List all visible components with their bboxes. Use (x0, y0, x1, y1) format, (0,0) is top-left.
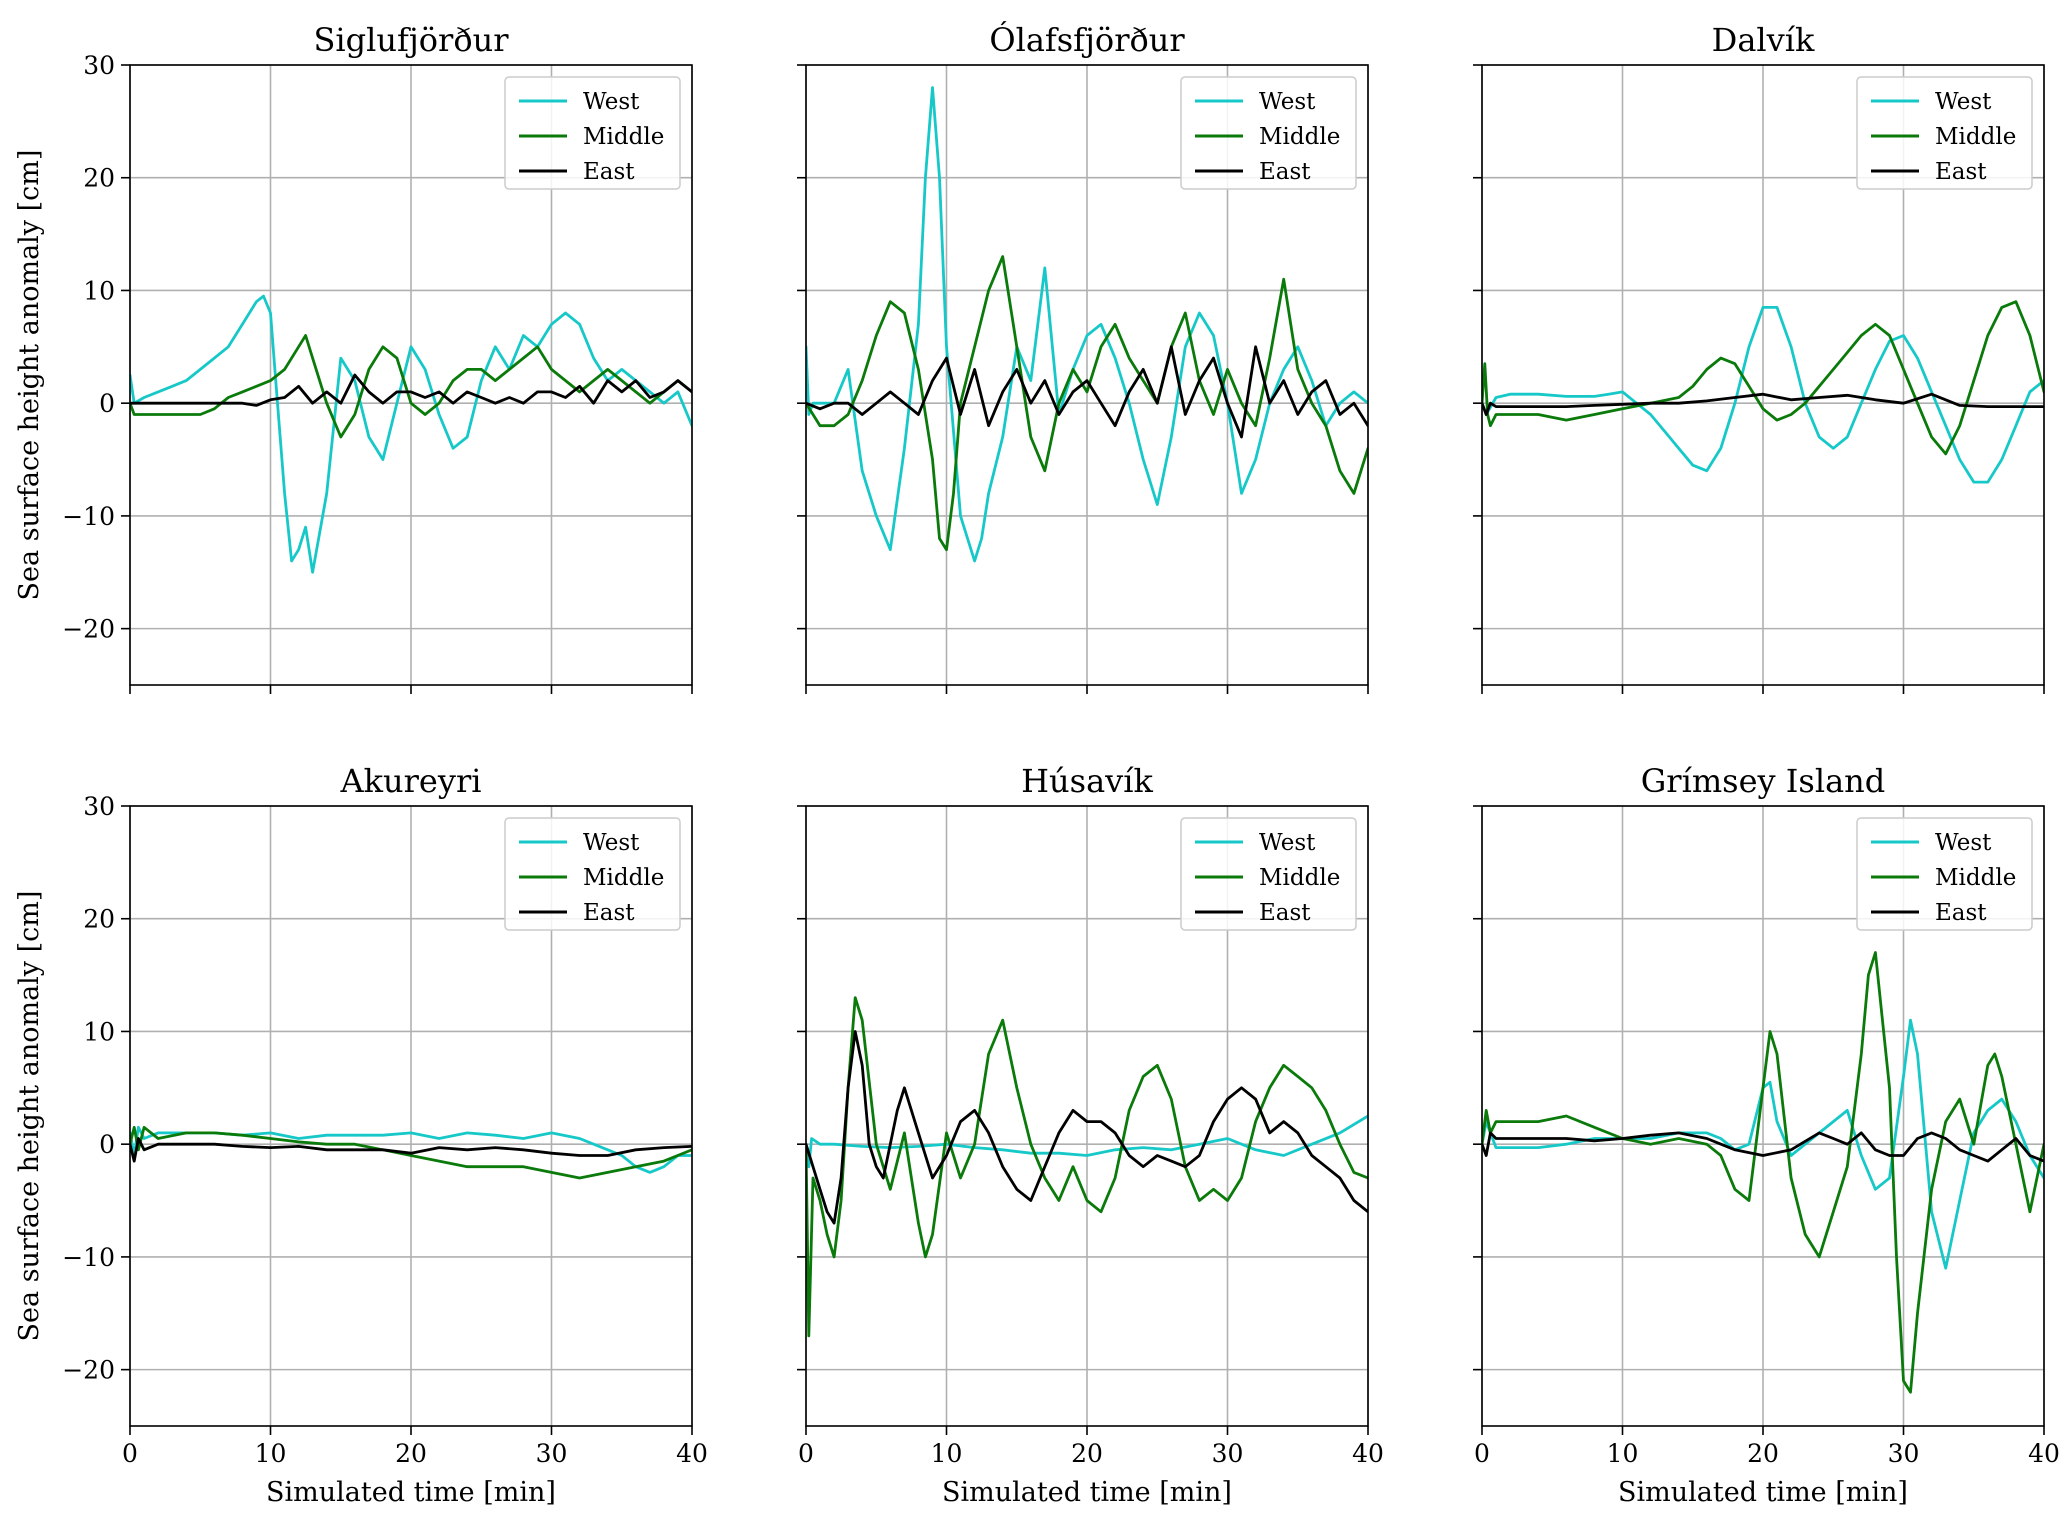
legend-label-west: West (1259, 89, 1316, 115)
series-middle-line (1482, 300, 2044, 456)
legend-label-west: West (1935, 89, 1992, 115)
series-east-line (130, 373, 692, 407)
legend-label-middle: Middle (1935, 124, 2016, 150)
legend: West Middle East (1856, 817, 2033, 931)
panel-title: Siglufjörður (314, 21, 510, 59)
x-tick-label: 10 (1607, 1439, 1639, 1468)
series-east-line (806, 345, 1368, 439)
series-middle-line (1482, 951, 2044, 1394)
panel-dalvik: Dalvík West Middle East (1473, 21, 2045, 694)
series-middle-line (130, 1125, 692, 1180)
series-west-line (1482, 306, 2044, 484)
legend-label-east: East (583, 159, 635, 185)
legend-label-middle: Middle (1935, 865, 2016, 891)
x-tick-label: 0 (798, 1439, 814, 1468)
legend-box (504, 76, 681, 190)
y-axis-label: Sea surface height anomaly [cm] (14, 891, 45, 1342)
legend-label-middle: Middle (583, 124, 664, 150)
legend-box (1856, 76, 2033, 190)
legend: West Middle East (1180, 817, 1357, 931)
legend-label-west: West (1935, 830, 1992, 856)
y-tick-label: 0 (99, 389, 115, 418)
x-tick-label: 40 (1352, 1439, 1384, 1468)
series-west-line (806, 1114, 1368, 1169)
y-tick-label: 30 (83, 792, 115, 821)
panel-akureyri: 0 10 20 30 40 −20 −10 0 10 20 30 Akureyri West Middle… (62, 762, 708, 1468)
panel-title: Grímsey Island (1641, 762, 1886, 800)
x-tick-label: 30 (1212, 1439, 1244, 1468)
legend-label-middle: Middle (583, 865, 664, 891)
legend: West Middle East (1856, 76, 2033, 190)
legend-label-east: East (1935, 159, 1987, 185)
x-tick-label: 20 (1071, 1439, 1103, 1468)
x-tick-label: 10 (931, 1439, 963, 1468)
y-tick-label: −10 (62, 1243, 115, 1272)
legend-label-east: East (1259, 159, 1311, 185)
series-east-line (130, 1137, 692, 1163)
panel-title: Húsavík (1021, 762, 1153, 800)
y-tick-label: −10 (62, 502, 115, 531)
legend: West Middle East (504, 817, 681, 931)
series-middle-line (806, 255, 1368, 552)
x-axis-label: Simulated time [min] (1618, 1477, 1908, 1508)
series-middle-line (130, 334, 692, 439)
y-axis-label: Sea surface height anomaly [cm] (14, 150, 45, 601)
legend-label-west: West (1259, 830, 1316, 856)
x-tick-label: 40 (2028, 1439, 2060, 1468)
legend-label-east: East (1259, 900, 1311, 926)
x-tick-label: 0 (122, 1439, 138, 1468)
x-tick-label: 20 (1747, 1439, 1779, 1468)
legend-label-east: East (1935, 900, 1987, 926)
legend-label-middle: Middle (1259, 124, 1340, 150)
x-tick-label: 40 (676, 1439, 708, 1468)
legend: West Middle East (504, 76, 681, 190)
panel-title: Akureyri (340, 762, 482, 800)
x-tick-label: 0 (1474, 1439, 1490, 1468)
x-axis-label: Simulated time [min] (266, 1477, 556, 1508)
series-west-line (806, 86, 1368, 563)
x-axis-label: Simulated time [min] (942, 1477, 1232, 1508)
series-west-line (1482, 1018, 2044, 1270)
legend-label-west: West (583, 830, 640, 856)
panel-olafsfjor-ur: Ólafsfjörður West Middle East (797, 21, 1369, 694)
x-tick-label: 30 (1888, 1439, 1920, 1468)
legend-box (1856, 817, 2033, 931)
panel-grimsey-island: 0 10 20 30 40 Grímsey Island West Middle East (1473, 762, 2060, 1468)
y-tick-label: −20 (62, 1356, 115, 1385)
series-west-line (130, 294, 692, 574)
x-tick-label: 30 (536, 1439, 568, 1468)
x-tick-label: 20 (395, 1439, 427, 1468)
series-east-line (806, 1030, 1368, 1225)
series-west-line (130, 1125, 692, 1174)
legend: West Middle East (1180, 76, 1357, 190)
y-tick-label: 20 (83, 164, 115, 193)
y-tick-label: 10 (83, 276, 115, 305)
y-tick-label: 30 (83, 51, 115, 80)
panel-husavik: 0 10 20 30 40 Húsavík West Middle East (797, 762, 1384, 1468)
y-tick-label: −20 (62, 615, 115, 644)
y-tick-label: 10 (83, 1017, 115, 1046)
panel-title: Dalvík (1712, 21, 1815, 59)
legend-label-middle: Middle (1259, 865, 1340, 891)
legend-box (1180, 817, 1357, 931)
y-tick-label: 20 (83, 905, 115, 934)
panel-title: Ólafsfjörður (989, 21, 1185, 59)
series-east-line (1482, 392, 2044, 416)
panel-siglufjor-ur: −20 −10 0 10 20 30 Siglufjörður West Middle East (62, 21, 693, 694)
legend-label-west: West (583, 89, 640, 115)
legend-box (504, 817, 681, 931)
legend-label-east: East (583, 900, 635, 926)
x-tick-label: 10 (255, 1439, 287, 1468)
legend-box (1180, 76, 1357, 190)
series-east-line (1482, 1131, 2044, 1163)
y-tick-label: 0 (99, 1130, 115, 1159)
